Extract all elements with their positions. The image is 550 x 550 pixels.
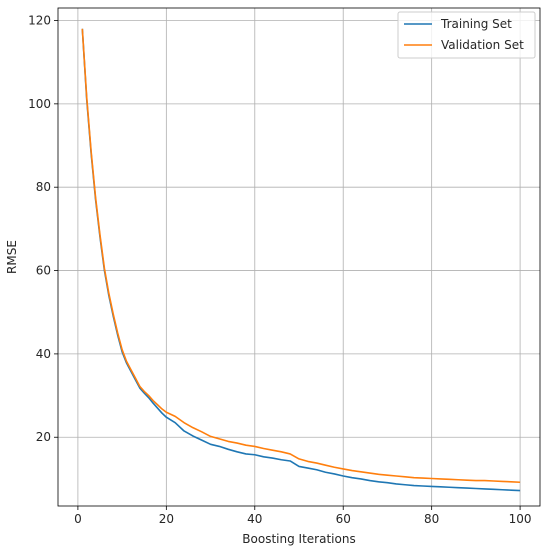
x-axis-label: Boosting Iterations — [242, 532, 355, 546]
y-tick-label-60: 60 — [36, 264, 51, 278]
x-tick-label-60: 60 — [336, 512, 351, 526]
plot-area-frame — [57, 7, 541, 507]
series-lines — [81, 28, 521, 492]
legend: Training Set Validation Set — [397, 11, 536, 59]
y-axis-label: RMSE — [5, 240, 19, 274]
x-tick-label-40: 40 — [247, 512, 262, 526]
legend-entry-training: Training Set — [440, 17, 512, 31]
legend-entry-validation: Validation Set — [441, 38, 524, 52]
y-tick-labels: 20 40 60 80 100 120 — [28, 14, 51, 445]
x-tick-labels: 0 20 40 60 80 100 — [74, 512, 531, 526]
series-line-validation-set — [81, 28, 521, 484]
x-tick-label-100: 100 — [509, 512, 532, 526]
y-tick-label-40: 40 — [36, 347, 51, 361]
y-tick-label-20: 20 — [36, 430, 51, 444]
grid-lines — [58, 8, 540, 506]
series-line-training-set — [81, 28, 521, 492]
legend-box — [397, 11, 536, 59]
x-tick-label-20: 20 — [159, 512, 174, 526]
y-tick-label-120: 120 — [28, 14, 51, 28]
y-tick-label-100: 100 — [28, 97, 51, 111]
x-tick-label-80: 80 — [424, 512, 439, 526]
tick-marks — [54, 20, 521, 510]
y-tick-label-80: 80 — [36, 180, 51, 194]
x-tick-label-0: 0 — [74, 512, 82, 526]
